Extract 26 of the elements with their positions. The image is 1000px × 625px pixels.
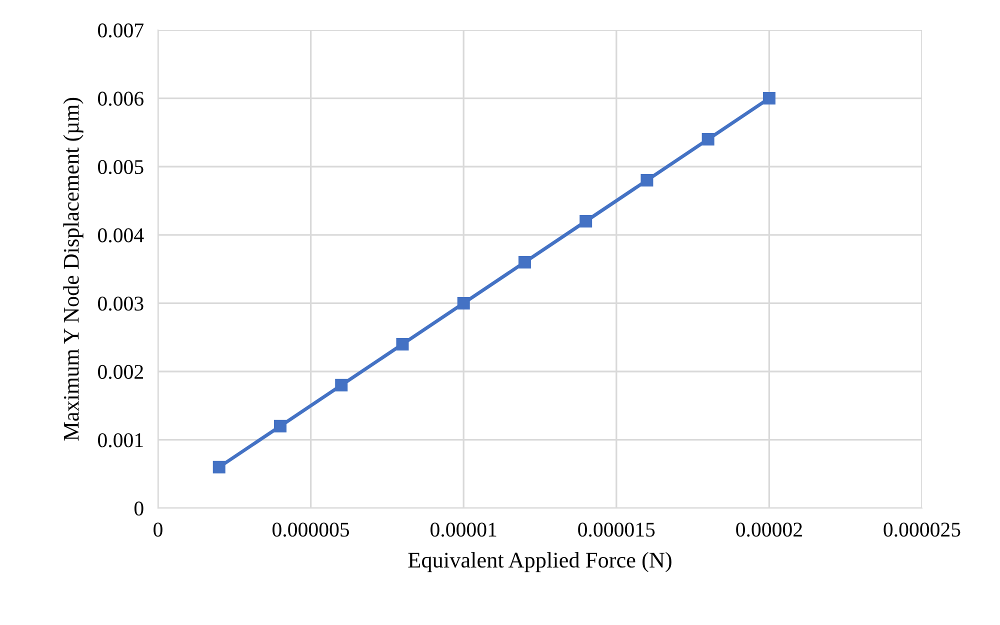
point	[762, 92, 776, 105]
x-tick-label: 0.00002	[736, 522, 802, 537]
x-tick-label: 0.000015	[578, 522, 655, 537]
y-tick-label: 0.003	[98, 296, 144, 311]
y-tick-label: 0.001	[98, 433, 143, 448]
y-tick-label: 0.005	[98, 160, 144, 174]
point	[580, 215, 592, 228]
x-tick-label: 0.000005	[272, 522, 350, 537]
point	[640, 174, 654, 187]
y-tick-label: 0.004	[98, 228, 144, 242]
y-axis-title: Maximum Y Node Displacement (µm)	[63, 98, 84, 441]
point	[396, 338, 409, 350]
x-axis-title: Equivalent Applied Force (N)	[408, 552, 672, 572]
y-tick-label: 0.006	[98, 92, 144, 106]
point	[457, 296, 470, 310]
y-tick-label: 0.007	[98, 23, 144, 38]
point	[212, 460, 226, 474]
x-tick-label: 0	[154, 522, 162, 537]
point	[274, 420, 286, 432]
x-tick-label: 0.000025	[884, 522, 960, 537]
y-tick-label: 0	[134, 502, 144, 516]
y-tick-label: 0.002	[98, 364, 143, 380]
x-tick-label: 0.00001	[430, 522, 496, 537]
point	[518, 256, 531, 268]
point	[335, 378, 348, 392]
point	[702, 133, 714, 146]
